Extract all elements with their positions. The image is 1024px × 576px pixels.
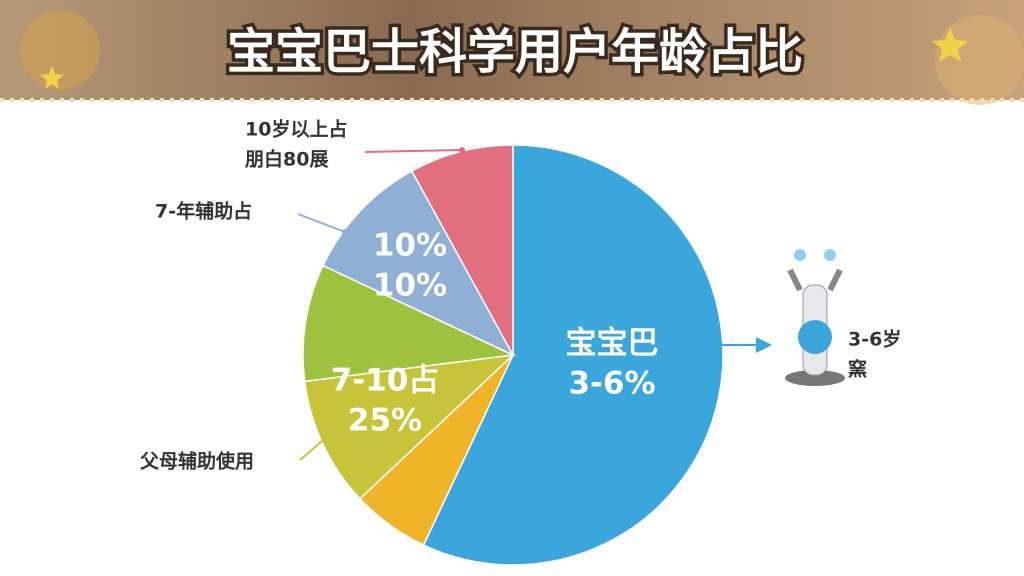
slice-label: 10% [373, 268, 447, 304]
header-decoration [20, 10, 100, 90]
slice-label: 10% [373, 228, 447, 264]
robot-icon [785, 249, 845, 386]
callout-label: 10岁以上占 [245, 118, 347, 141]
callout-label: 朋白80展 [245, 148, 328, 171]
pie-slice [422, 144, 724, 566]
callout-label: 窯 [848, 358, 867, 381]
star-icon [40, 66, 64, 89]
star-icon [932, 28, 968, 62]
pie-slice [321, 169, 515, 357]
callout-line [364, 149, 463, 153]
pie-slice [303, 353, 516, 500]
header-background [0, 0, 1024, 100]
slice-label: 宝宝巴 [566, 326, 659, 362]
pie-slice [302, 264, 516, 383]
callout-line [297, 213, 346, 233]
callout-label: 父母辅助使用 [139, 450, 254, 473]
chart-title: 宝宝巴士科学用户年龄占比 [227, 24, 803, 80]
slice-label: 3-6% [568, 366, 655, 402]
callout-label: 3-6岁 [848, 328, 901, 351]
callout-label: 7-年辅助占 [155, 200, 252, 223]
slice-label: 25% [348, 403, 422, 439]
callout-dot [332, 427, 338, 433]
callout-dot [459, 147, 465, 153]
header-decoration [935, 15, 1024, 105]
slice-label: 7-10占 [331, 363, 440, 399]
callout-line [299, 429, 336, 461]
callout-dot [342, 229, 348, 235]
